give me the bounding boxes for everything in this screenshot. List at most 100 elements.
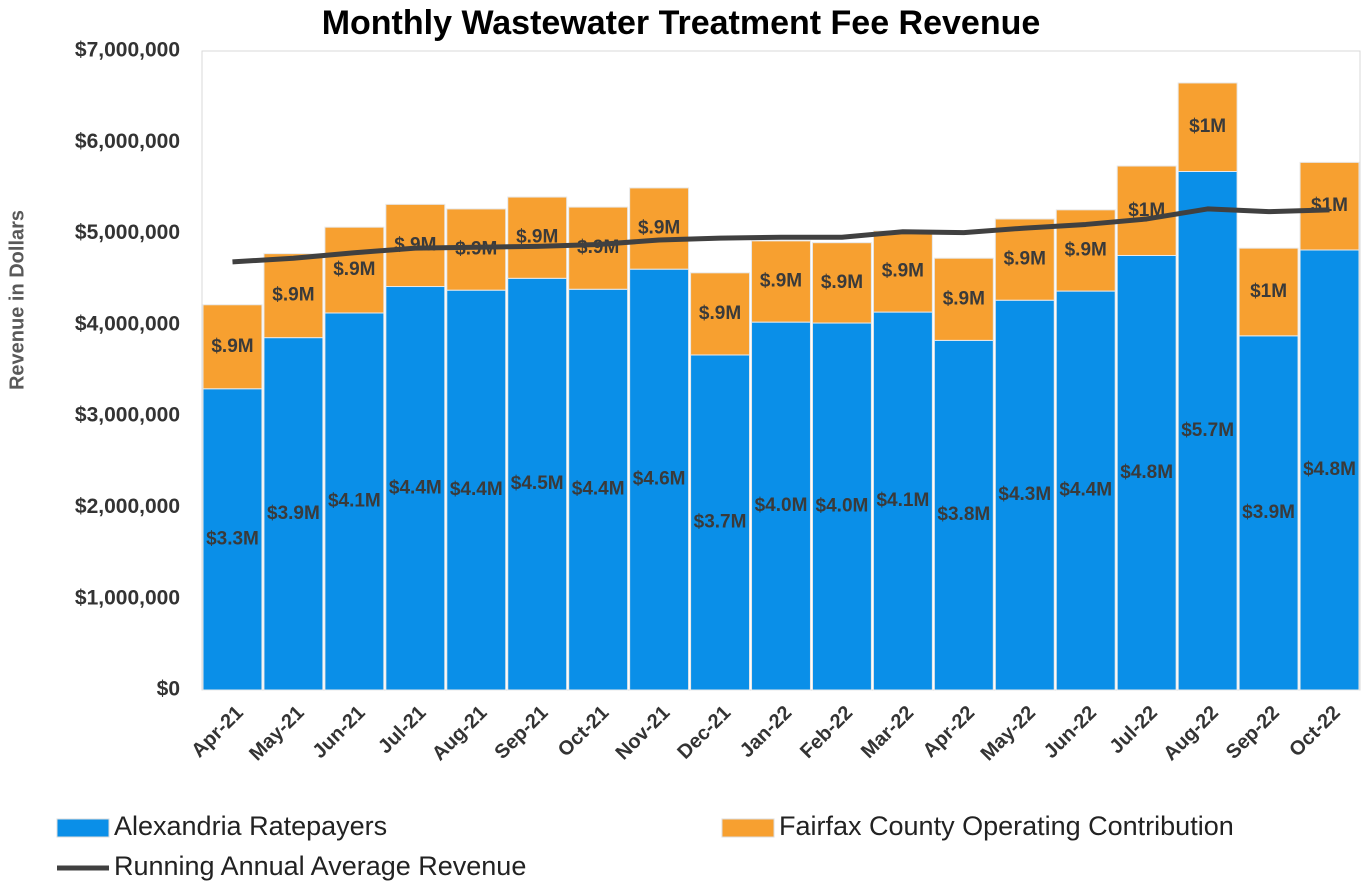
x-tick-label: Nov-21 [612, 702, 675, 765]
x-tick-label: Aug-21 [428, 702, 491, 765]
bar-segment [1299, 249, 1360, 691]
data-label: $1M [1250, 281, 1287, 302]
chart-title: Monthly Wastewater Treatment Fee Revenue [322, 4, 1041, 42]
data-label: $4.4M [572, 479, 625, 500]
data-label: $3.7M [694, 512, 747, 533]
bar-segment [811, 322, 872, 691]
bar-segment [1055, 290, 1116, 691]
x-tick-label: Oct-21 [554, 702, 614, 762]
bar-segment [811, 242, 872, 324]
y-axis-title: Revenue in Dollars [6, 210, 28, 390]
bar-segment [202, 304, 263, 390]
data-label: $4.5M [511, 473, 564, 494]
y-tick-label: $7,000,000 [75, 39, 180, 62]
bar-segment [933, 257, 994, 341]
data-label: $4.3M [998, 484, 1051, 505]
x-tick-label: Jul-22 [1106, 702, 1162, 758]
data-label: $.9M [638, 218, 680, 239]
data-label: $4.0M [755, 495, 808, 516]
bar-segment [1299, 161, 1360, 251]
data-label: $3.9M [267, 503, 320, 524]
y-tick-label: $1,000,000 [75, 586, 180, 609]
legend-label: Alexandria Ratepayers [114, 811, 387, 841]
data-label: $.9M [577, 237, 619, 258]
data-label: $4.0M [816, 496, 869, 517]
x-tick-label: Jun-22 [1040, 702, 1101, 763]
bar-segment [1238, 335, 1299, 691]
data-label: $4.8M [1303, 459, 1356, 480]
x-tick-label: Sep-22 [1222, 702, 1284, 764]
bar-segment [994, 218, 1055, 301]
y-tick-label: $5,000,000 [75, 221, 180, 244]
bar-segment [324, 226, 385, 314]
data-label: $.9M [760, 271, 802, 292]
data-label: $.9M [882, 260, 924, 281]
data-label: $.9M [1065, 239, 1107, 260]
data-label: $.9M [516, 227, 558, 248]
data-label: $.9M [1004, 249, 1046, 270]
bar-segment [507, 196, 568, 279]
bar-segment [690, 354, 751, 691]
data-label: $3.9M [1242, 502, 1295, 523]
y-tick-label: $6,000,000 [75, 130, 180, 153]
bar-segment [1177, 82, 1238, 172]
data-label: $1M [1311, 195, 1348, 216]
bar-segment [1177, 170, 1238, 691]
data-label: $.9M [699, 303, 741, 324]
data-label: $.9M [394, 234, 436, 255]
x-tick-label: Oct-22 [1285, 702, 1345, 762]
data-label: $4.4M [389, 477, 442, 498]
data-label: $.9M [821, 272, 863, 293]
bar-segment [872, 311, 933, 691]
x-tick-label: May-22 [977, 702, 1041, 766]
legend-swatch [56, 818, 110, 838]
data-label: $5.7M [1181, 420, 1234, 441]
data-label: $4.8M [1120, 462, 1173, 483]
data-label: $.9M [211, 336, 253, 357]
x-tick-label: Jul-21 [374, 702, 430, 758]
x-tick-label: Aug-22 [1159, 702, 1222, 765]
bar-segment [385, 286, 446, 691]
bar-segment [507, 277, 568, 691]
bar-segment [933, 339, 994, 691]
x-tick-label: Apr-22 [919, 702, 979, 762]
bar-segment [994, 299, 1055, 691]
data-label: $.9M [943, 288, 985, 309]
bar-segment [751, 240, 811, 323]
x-tick-label: Apr-21 [187, 702, 247, 762]
data-label: $4.4M [1059, 480, 1112, 501]
bar-segment [568, 206, 629, 290]
x-tick-label: Jan-22 [736, 702, 796, 762]
x-tick-label: Jun-21 [308, 702, 369, 763]
data-label: $4.4M [450, 479, 503, 500]
bar-segment [872, 230, 933, 313]
y-tick-label: $3,000,000 [75, 404, 180, 427]
bar-segment [629, 268, 690, 691]
x-tick-label: Dec-21 [673, 702, 735, 764]
legend-label: Running Annual Average Revenue [114, 851, 526, 881]
data-label: $4.1M [876, 490, 929, 511]
data-label: $4.1M [328, 491, 381, 512]
bar-segment [568, 288, 629, 691]
x-tick-label: May-21 [245, 702, 309, 766]
legend-swatch [721, 818, 775, 838]
data-label: $.9M [333, 259, 375, 280]
y-tick-label: $0 [157, 678, 180, 701]
x-tick-label: Sep-21 [491, 702, 553, 764]
data-label: $3.8M [937, 504, 990, 525]
line [232, 206, 1330, 265]
legend-label: Fairfax County Operating Contribution [779, 811, 1234, 841]
bar-segment [1238, 247, 1299, 337]
data-label: $.9M [272, 285, 314, 306]
data-label: $4.6M [633, 469, 686, 490]
x-tick-label: Mar-22 [857, 702, 918, 763]
bar-segment [446, 289, 507, 691]
bar-segment [751, 321, 811, 691]
bar-segment [263, 253, 324, 339]
y-tick-label: $2,000,000 [75, 495, 180, 518]
bar-segment [324, 312, 385, 691]
y-tick-label: $4,000,000 [75, 312, 180, 335]
bar-segment [629, 187, 690, 270]
bar-segment [690, 272, 751, 356]
